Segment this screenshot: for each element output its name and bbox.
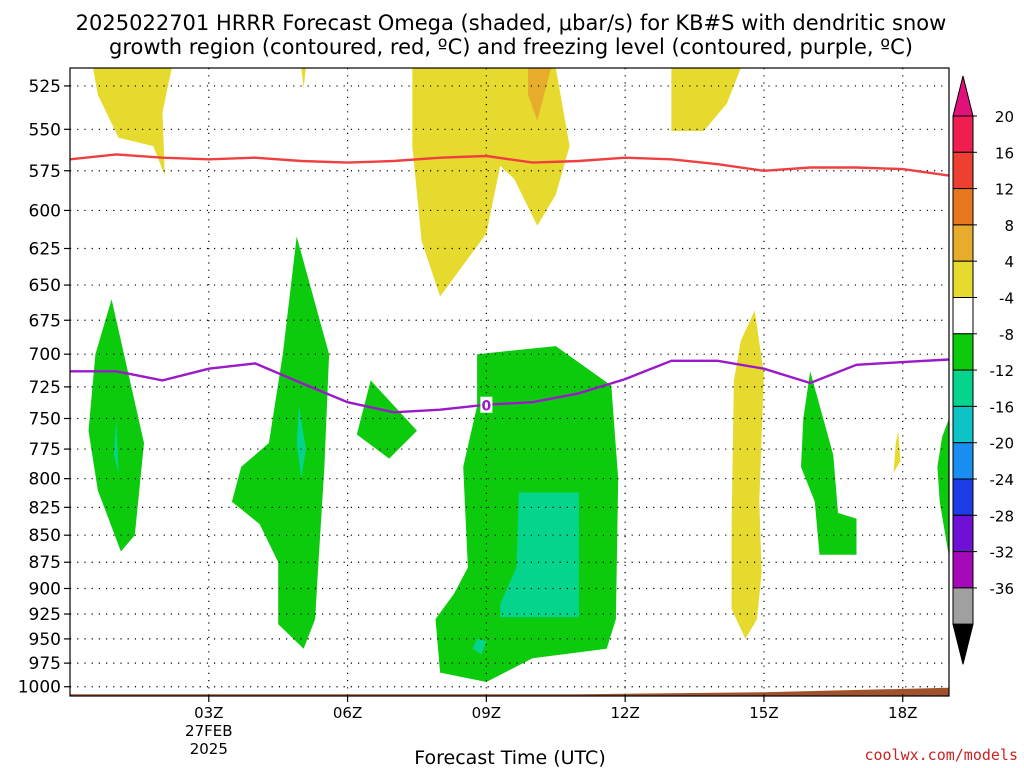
- y-tick-label: 1000: [18, 678, 61, 698]
- y-tick-label: 725: [29, 378, 61, 398]
- y-tick-label: 600: [29, 201, 61, 221]
- omega-region: [113, 418, 119, 473]
- y-tick-label: 575: [29, 162, 61, 182]
- colorbar-segment: [952, 369, 974, 407]
- colorbar-segment: [952, 115, 974, 153]
- y-tick-label: 525: [29, 77, 61, 97]
- y-tick-label: 650: [29, 276, 61, 296]
- y-tick-label: 750: [29, 409, 61, 429]
- x-tick-label: 15Z: [749, 704, 778, 722]
- colorbar-segment: [952, 405, 974, 444]
- y-tick-label: 925: [29, 605, 61, 625]
- colorbar-label: 12: [995, 181, 1014, 199]
- colorbar-segment: [952, 224, 974, 262]
- y-tick-label: 825: [29, 498, 61, 518]
- y-tick-label: 625: [29, 239, 61, 259]
- x-tick-date-label: 2025: [190, 740, 228, 758]
- colorbar-label: -20: [990, 435, 1015, 453]
- freezing-level-label: 0: [481, 399, 491, 415]
- freezing-label-bg: [480, 396, 493, 413]
- colorbar-segment: [952, 587, 974, 625]
- freezing-level-line: [70, 358, 949, 414]
- colorbar-label: 4: [1004, 253, 1014, 271]
- y-tick-label: 875: [29, 553, 61, 573]
- omega-region: [231, 236, 330, 649]
- omega-region: [296, 406, 306, 479]
- omega-region: [412, 68, 570, 297]
- x-tick-label: 03Z: [194, 704, 223, 722]
- colorbar-label: -24: [990, 471, 1015, 489]
- colorbar-bottom-arrow: [952, 623, 974, 665]
- omega-region: [937, 418, 949, 557]
- y-tick-label: 550: [29, 120, 61, 140]
- colorbar-segment: [952, 514, 974, 553]
- colorbar-label: -8: [999, 326, 1014, 344]
- colorbar: 20 16 12 8 4 -4 -8 -12 -16 -20 -24 -28 -32 -36: [952, 75, 1015, 665]
- omega-region: [731, 310, 764, 639]
- credit-text: coolwx.com/models: [864, 746, 1018, 764]
- y-tick-label: 675: [29, 311, 61, 331]
- omega-region: [671, 68, 741, 131]
- y-tick-label: 775: [29, 440, 61, 460]
- colorbar-segment: [952, 333, 974, 371]
- colorbar-label: -32: [990, 544, 1015, 562]
- omega-region: [93, 68, 172, 176]
- omega-region: [893, 430, 901, 473]
- x-tick-label: 09Z: [472, 704, 501, 722]
- y-tick-label: 800: [29, 470, 61, 490]
- x-axis-label: Forecast Time (UTC): [414, 747, 605, 768]
- colorbar-segment: [952, 478, 974, 516]
- terrain-fill: [70, 687, 949, 696]
- colorbar-segment: [952, 551, 974, 589]
- x-tick-label: 12Z: [610, 704, 639, 722]
- chart-title-line-2: growth region (contoured, red, ºC) and f…: [109, 35, 913, 59]
- chart-title-line-1: 2025022701 HRRR Forecast Omega (shaded, …: [76, 11, 947, 35]
- colorbar-label: -28: [990, 507, 1015, 525]
- colorbar-label: -16: [990, 398, 1015, 416]
- omega-region: [472, 638, 487, 655]
- plot-area: 0 525 550 575 600 625 650 675 700 725 750 775 800 825…: [18, 67, 950, 758]
- x-tick-date-label: 27FEB: [185, 722, 232, 740]
- colorbar-segment: [952, 297, 974, 335]
- x-tick-label: 18Z: [888, 704, 917, 722]
- colorbar-segment: [952, 188, 974, 226]
- omega-region: [801, 371, 857, 555]
- omega-region: [528, 68, 552, 121]
- colorbar-label: 20: [995, 108, 1014, 126]
- plot-frame: [69, 67, 950, 697]
- colorbar-label: -12: [990, 362, 1015, 380]
- y-tick-label: 850: [29, 526, 61, 546]
- omega-region: [356, 380, 417, 459]
- colorbar-label: -4: [999, 290, 1014, 308]
- y-tick-label: 975: [29, 654, 61, 674]
- colorbar-segment: [952, 260, 974, 299]
- y-tick-label: 900: [29, 579, 61, 599]
- y-tick-label: 700: [29, 345, 61, 365]
- colorbar-label: -36: [990, 580, 1015, 598]
- omega-region: [301, 68, 306, 88]
- colorbar-segment: [952, 151, 974, 190]
- plot-inner: 0: [70, 68, 949, 696]
- colorbar-segment: [952, 442, 974, 480]
- x-tick-label: 06Z: [333, 704, 362, 722]
- y-tick-label: 950: [29, 630, 61, 650]
- colorbar-label: 8: [1004, 217, 1014, 235]
- colorbar-label: 16: [995, 144, 1014, 162]
- dgz-contour-line: [70, 153, 949, 177]
- colorbar-top-arrow: [952, 75, 974, 117]
- omega-region: [500, 492, 579, 618]
